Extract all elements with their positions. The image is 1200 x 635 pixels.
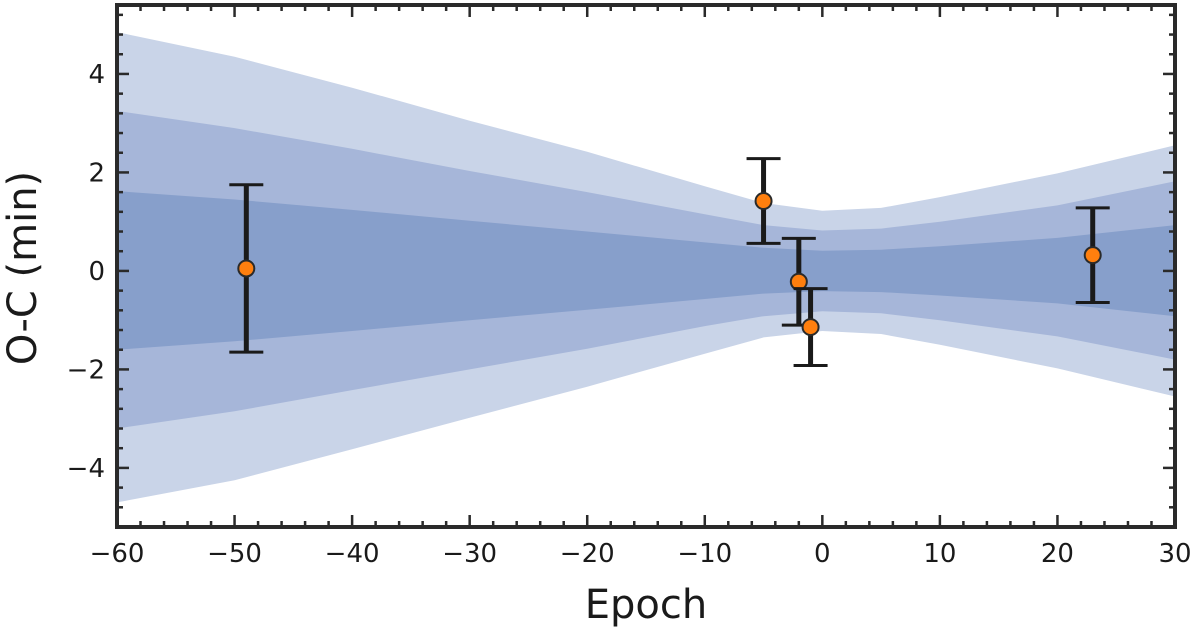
- y-tick-label: −4: [67, 454, 105, 484]
- x-tick-label: −50: [207, 539, 262, 569]
- plot-frame: [115, 3, 1177, 529]
- x-tick-label: 0: [814, 539, 831, 569]
- data-point-1: [746, 157, 781, 245]
- data-point-3: [793, 287, 828, 367]
- confidence-bands: [117, 32, 1175, 503]
- data-point-marker: [1083, 246, 1102, 265]
- data-point-0: [229, 183, 264, 354]
- x-tick-label: 30: [1158, 539, 1191, 569]
- x-tick-label: −10: [677, 539, 732, 569]
- y-tick-label: 2: [88, 158, 105, 188]
- y-tick-label: 0: [88, 257, 105, 287]
- confidence-band-1-sigma: [117, 191, 1175, 350]
- x-tick-label: −30: [442, 539, 497, 569]
- data-points: [229, 157, 1110, 367]
- data-point-marker: [237, 259, 256, 278]
- axis-ticks: [115, 5, 1177, 529]
- x-tick-label: 20: [1041, 539, 1074, 569]
- data-point-4: [1075, 206, 1110, 304]
- x-axis-title: Epoch: [585, 582, 707, 628]
- x-tick-label: −60: [90, 539, 145, 569]
- data-point-marker: [754, 191, 773, 210]
- y-axis-title: O-C (min): [0, 171, 46, 365]
- data-point-marker: [801, 318, 820, 337]
- data-point-2: [781, 236, 816, 327]
- x-tick-label: 10: [923, 539, 956, 569]
- x-tick-label: −20: [560, 539, 615, 569]
- x-tick-label: −40: [325, 539, 380, 569]
- y-tick-label: −2: [67, 355, 105, 385]
- y-tick-label: 4: [88, 60, 105, 90]
